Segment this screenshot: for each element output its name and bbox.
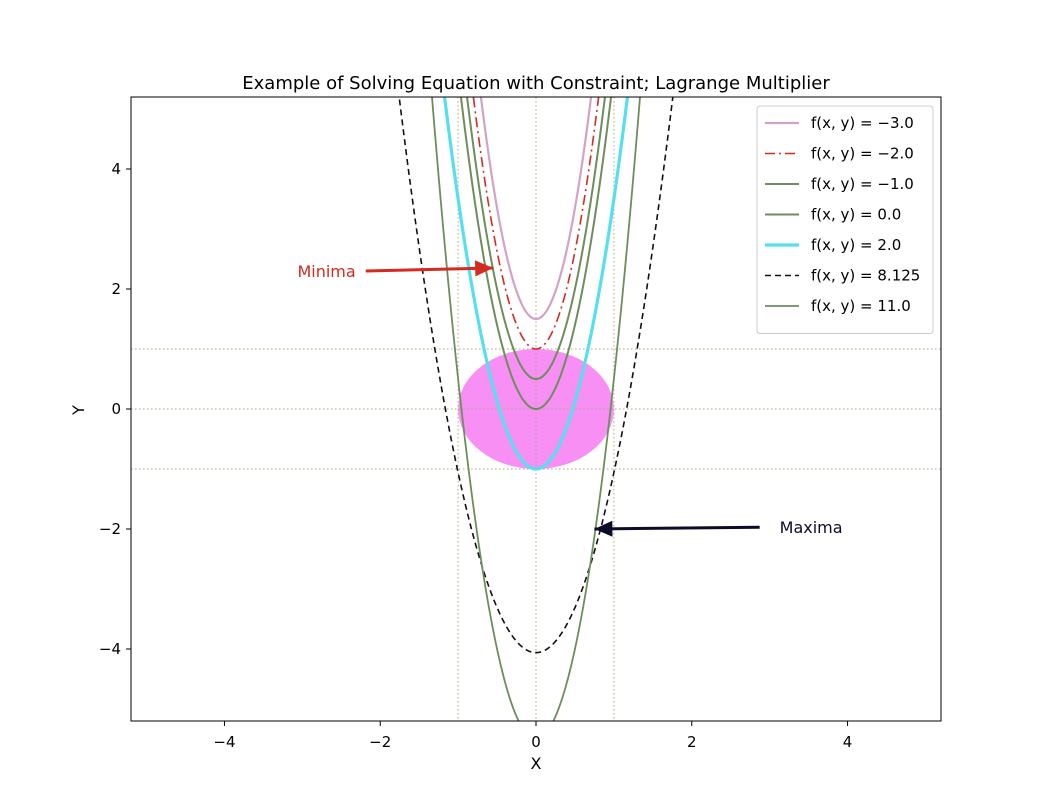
chart-title: Example of Solving Equation with Constra… — [242, 73, 830, 94]
annotation-arrow-shaft — [365, 266, 494, 273]
y-tick-label: 2 — [111, 280, 121, 298]
x-tick-label: 0 — [531, 733, 541, 751]
annotation-label: Maxima — [780, 518, 843, 537]
plot-clip-group — [131, 97, 941, 721]
y-tick-label: −2 — [99, 520, 121, 538]
annotation-arrow-head — [594, 520, 613, 537]
legend-entry-label: f(x, y) = 0.0 — [811, 206, 901, 224]
legend-entry-label: f(x, y) = 2.0 — [811, 236, 901, 254]
x-tick-label: 4 — [843, 733, 853, 751]
legend-entry-label: f(x, y) = −1.0 — [811, 175, 914, 193]
plot-area: Minima Maxima −4 −2 0 2 4 −4 −2 0 2 4 — [99, 96, 942, 751]
legend-entry-label: f(x, y) = −3.0 — [811, 114, 914, 132]
series-line — [459, 97, 613, 410]
x-tick-label: −2 — [369, 733, 391, 751]
legend-entry-label: f(x, y) = 8.125 — [811, 267, 920, 285]
legend-entry-label: f(x, y) = 11.0 — [811, 297, 911, 315]
legend-entry-label: f(x, y) = −2.0 — [811, 145, 914, 163]
x-tick-label: −4 — [213, 733, 235, 751]
y-tick-label: 0 — [111, 400, 121, 418]
series-line — [442, 97, 630, 471]
annotation-label: Minima — [297, 262, 355, 281]
y-axis-label: Y — [69, 405, 88, 416]
series-line — [398, 97, 674, 654]
legend-box — [756, 105, 934, 334]
legend: f(x, y) = −3.0 f(x, y) = −2.0 f(x, y) = −1… — [756, 105, 934, 334]
x-tick-label: 2 — [687, 733, 697, 751]
y-tick-label: −4 — [99, 640, 121, 658]
y-tick-label: 4 — [111, 160, 121, 178]
series-line — [466, 97, 606, 380]
annotation-arrow-shaft — [594, 525, 760, 531]
series-line — [479, 97, 593, 321]
series-line — [472, 97, 600, 350]
annotation-arrow-head — [475, 260, 494, 277]
x-axis-label: X — [531, 754, 542, 773]
